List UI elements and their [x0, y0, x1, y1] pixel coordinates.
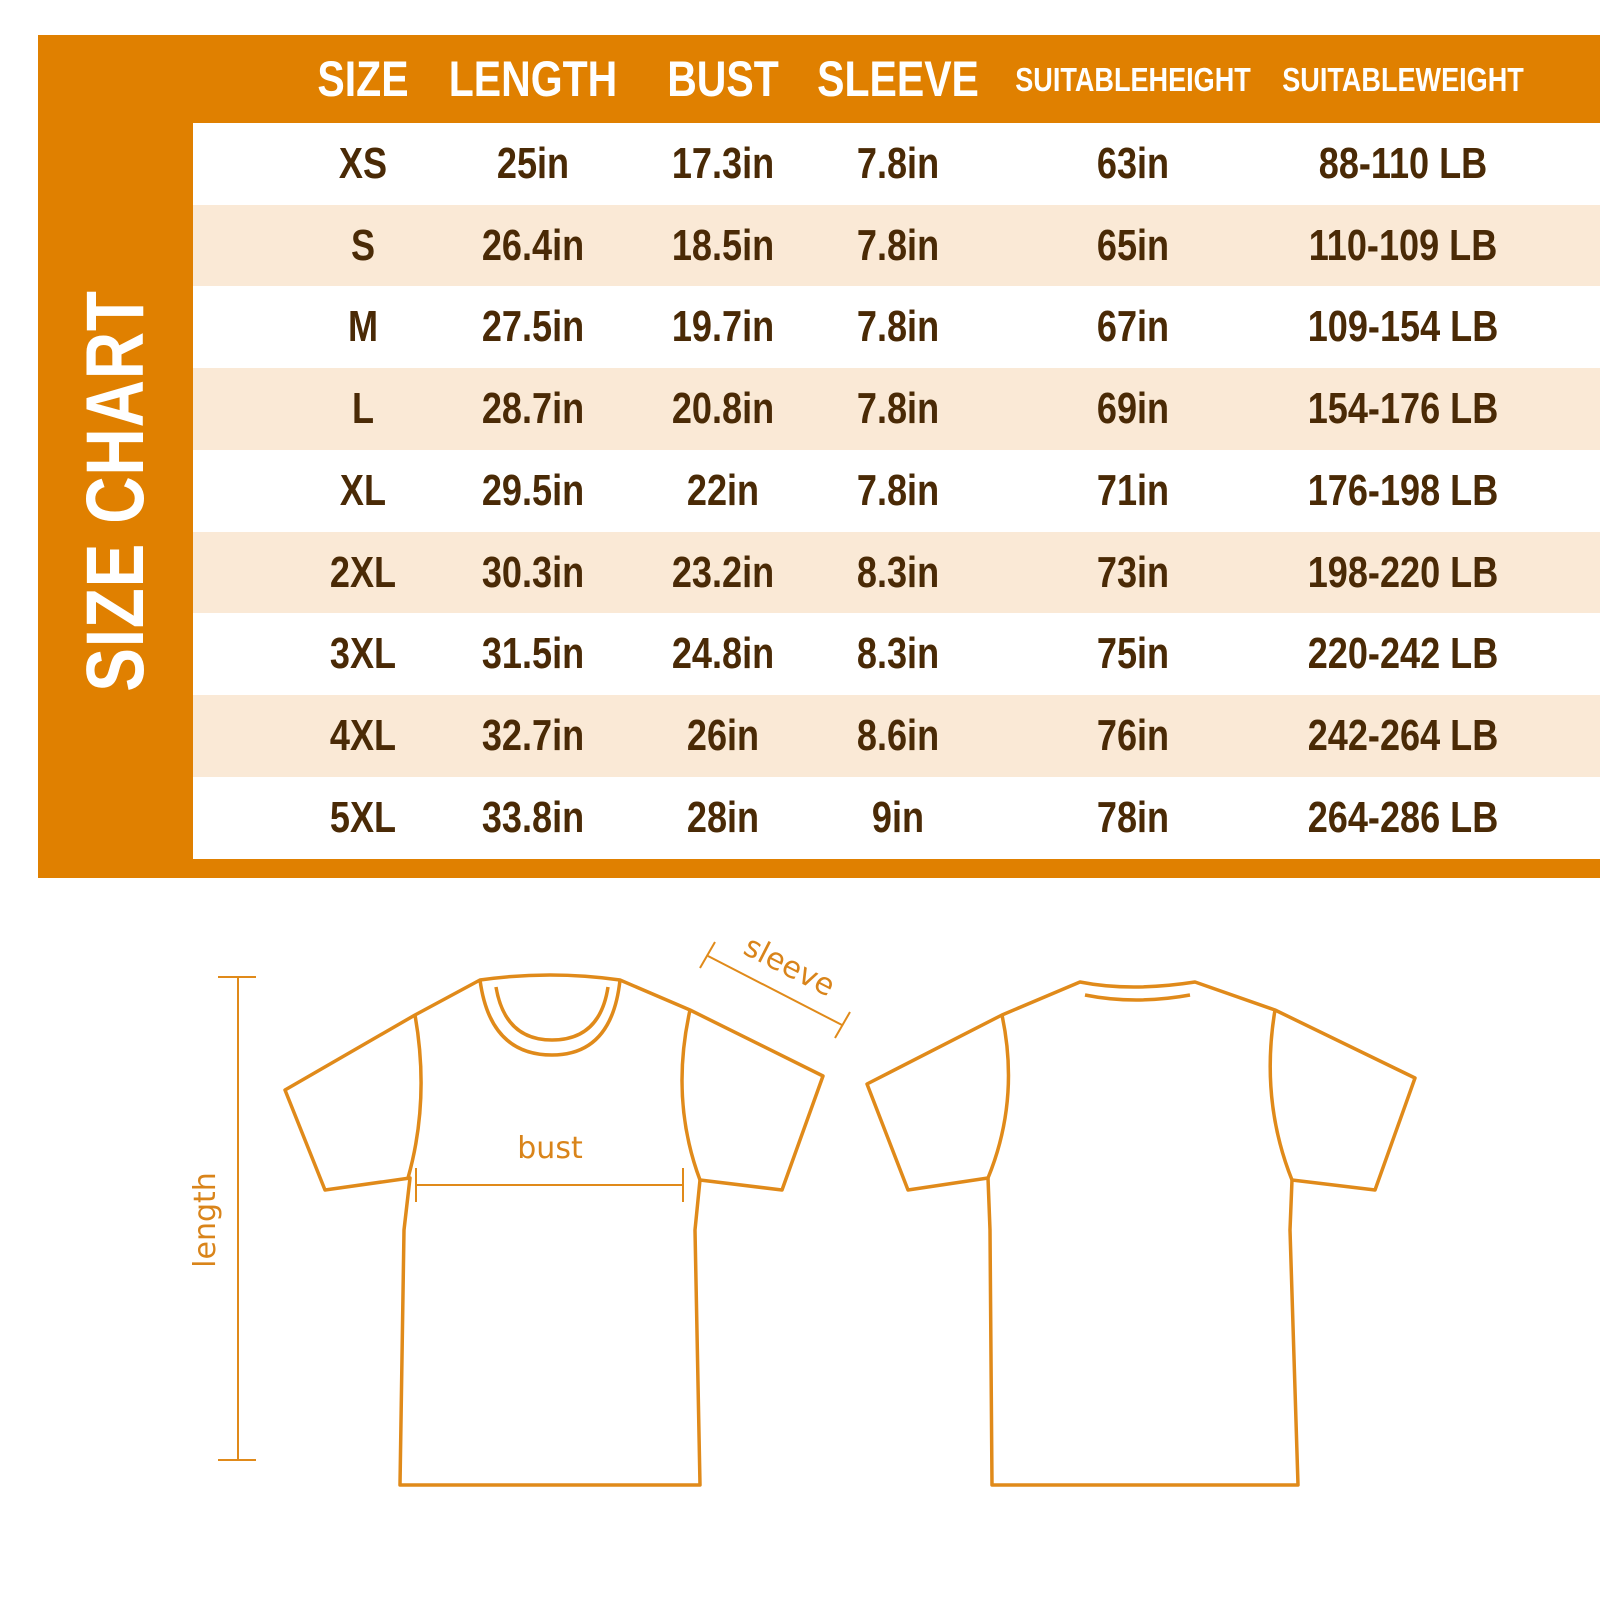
column-header-line: LENGTH: [448, 51, 618, 107]
column-header-line: SLEEVE: [817, 51, 979, 107]
size-chart-title-band: SIZE CHART: [38, 123, 193, 858]
table-cell: 17.3in: [671, 139, 775, 188]
table-cell: 33.8in: [481, 792, 585, 842]
table-cell: 198-220 LB: [1307, 547, 1499, 597]
table-row: M 27.5in 19.7in 7.8in 67in 109-154 LB: [193, 286, 1600, 369]
table-cell: 78in: [1096, 792, 1170, 842]
column-header-line: HEIGHT: [1148, 60, 1251, 98]
table-body: XS 25in 17.3in 7.8in 63in 88-110 LB S 26.4in 18.…: [193, 123, 1600, 859]
table-cell: 7.8in: [856, 302, 940, 352]
column-header: LENGTH: [448, 35, 618, 123]
table-cell: L: [351, 384, 375, 434]
table-cell: 71in: [1096, 465, 1170, 515]
table-cell: 32.7in: [481, 710, 585, 760]
table-cell: 110-109 LB: [1308, 220, 1498, 270]
table-row: XL 29.5in 22in 7.8in 71in 176-198 LB: [193, 449, 1600, 532]
table-cell: 2XL: [329, 547, 397, 597]
table-cell: 5XL: [329, 792, 397, 842]
table-row: 3XL 31.5in 24.8in 8.3in 75in 220-242 LB: [193, 613, 1600, 696]
table-cell: 26in: [686, 710, 760, 760]
table-cell: 154-176 LB: [1307, 384, 1499, 434]
table-cell: 7.8in: [856, 465, 940, 515]
table-row: S 26.4in 18.5in 7.8in 65in 110-109 LB: [193, 204, 1600, 287]
table-cell: 176-198 LB: [1307, 465, 1499, 515]
column-header: SUITABLE HEIGHT: [1015, 35, 1251, 123]
table-row: L 28.7in 20.8in 7.8in 69in 154-176 LB: [193, 368, 1600, 451]
tshirt-front-outline: [283, 973, 825, 1487]
table-cell: 23.2in: [671, 547, 775, 597]
length-label: length: [188, 1172, 223, 1268]
table-cell: 220-242 LB: [1307, 629, 1499, 679]
table-cell: 4XL: [329, 710, 397, 760]
table-cell: 22in: [686, 465, 760, 515]
table-cell: 3XL: [329, 629, 397, 679]
table-cell: 9in: [871, 792, 925, 842]
table-header: SIZE LENGTH BUST SLEEVE SUITABLE HEIGHT SUITAB…: [193, 35, 1600, 123]
bust-label: bust: [517, 1131, 583, 1166]
table-cell: 7.8in: [856, 220, 940, 270]
table-cell: 26.4in: [481, 220, 585, 270]
table-cell: 67in: [1096, 302, 1170, 352]
table-cell: XL: [339, 465, 387, 515]
column-header: SIZE: [314, 35, 412, 123]
table-cell: 8.3in: [856, 629, 940, 679]
table-cell: 25in: [496, 139, 570, 188]
table-cell: 65in: [1096, 220, 1170, 270]
table-cell: 7.8in: [856, 384, 940, 434]
measure-lines: [218, 941, 851, 1461]
table-cell: XS: [338, 139, 388, 188]
table-cell: 8.6in: [856, 710, 940, 760]
table-cell: 28.7in: [481, 384, 585, 434]
table-cell: 109-154 LB: [1307, 302, 1499, 352]
table-row: 2XL 30.3in 23.2in 8.3in 73in 198-220 LB: [193, 531, 1600, 614]
column-header-line: SUITABLE: [1282, 60, 1416, 98]
table-cell: 75in: [1096, 629, 1170, 679]
table-cell: 30.3in: [481, 547, 585, 597]
table-cell: 31.5in: [481, 629, 585, 679]
table-cell: 24.8in: [671, 629, 775, 679]
column-header-line: SIZE: [317, 51, 409, 107]
table-cell: M: [347, 302, 379, 352]
table-cell: 76in: [1096, 710, 1170, 760]
table-row: XS 25in 17.3in 7.8in 63in 88-110 LB: [193, 123, 1600, 205]
table-row: 5XL 33.8in 28in 9in 78in 264-286 LB: [193, 776, 1600, 859]
table-cell: 28in: [686, 792, 760, 842]
column-header-line: WEIGHT: [1415, 60, 1524, 98]
table-row: 4XL 32.7in 26in 8.6in 76in 242-264 LB: [193, 694, 1600, 777]
size-chart-table: SIZE CHART SIZE LENGTH BUST SLEEVE SUITABLE H…: [38, 35, 1600, 878]
table-cell: 29.5in: [481, 465, 585, 515]
table-cell: 264-286 LB: [1307, 792, 1499, 842]
column-header-line: BUST: [667, 51, 779, 107]
column-header-line: SUITABLE: [1015, 60, 1149, 98]
tshirt-back-outline: [865, 980, 1417, 1487]
table-cell: 20.8in: [671, 384, 775, 434]
table-cell: 73in: [1096, 547, 1170, 597]
table-cell: 88-110 LB: [1318, 139, 1488, 188]
table-cell: 242-264 LB: [1307, 710, 1499, 760]
sleeve-label: sleeve: [738, 929, 840, 1004]
table-cell: S: [350, 220, 376, 270]
table-cell: 7.8in: [856, 139, 940, 188]
table-cell: 27.5in: [481, 302, 585, 352]
table-cell: 69in: [1096, 384, 1170, 434]
column-header: SLEEVE: [817, 35, 979, 123]
table-cell: 18.5in: [671, 220, 775, 270]
table-cell: 8.3in: [856, 547, 940, 597]
size-chart-title: SIZE CHART: [69, 289, 161, 692]
table-cell: 63in: [1096, 139, 1170, 188]
tshirt-diagram: length bust sleeve: [188, 929, 1417, 1487]
table-cell: 19.7in: [671, 302, 775, 352]
column-header: BUST: [657, 35, 788, 123]
column-header: SUITABLE WEIGHT: [1282, 35, 1524, 123]
